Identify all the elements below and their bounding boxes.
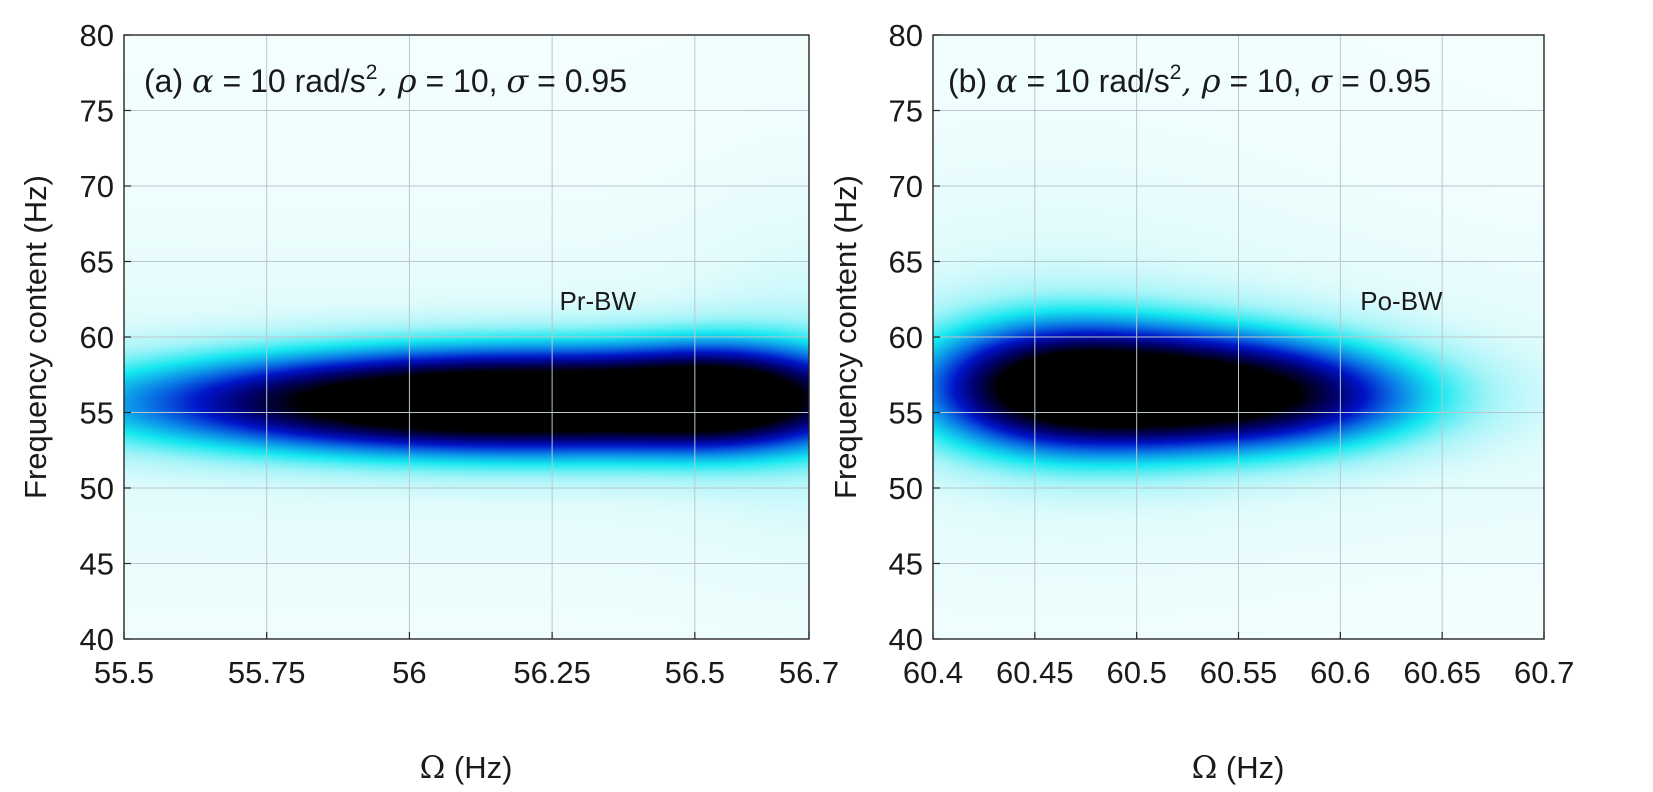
y-tick-label: 75 xyxy=(80,94,114,129)
y-tick-label: 55 xyxy=(80,396,114,431)
y-ticks-a: 40 45 50 55 60 65 70 75 80 xyxy=(80,18,131,657)
x-tick-label: 60.65 xyxy=(1403,655,1481,690)
y-tick-label: 80 xyxy=(889,18,923,53)
panel-title-b: (b) α = 10 rad/s2, ρ = 10, σ = 0.95 xyxy=(948,61,1431,100)
y-tick-label: 60 xyxy=(889,320,923,355)
y-tick-label: 70 xyxy=(889,169,923,204)
x-tick-label: 60.45 xyxy=(996,655,1074,690)
y-tick-label: 50 xyxy=(889,471,923,506)
x-tick-label: 60.6 xyxy=(1310,655,1370,690)
x-tick-label: 56.25 xyxy=(513,655,591,690)
x-tick-label: 60.55 xyxy=(1200,655,1278,690)
y-tick-label: 55 xyxy=(889,396,923,431)
y-tick-label: 65 xyxy=(889,245,923,280)
y-tick-label: 45 xyxy=(889,547,923,582)
y-axis-label-b: Frequency content (Hz) xyxy=(828,175,863,499)
y-tick-label: 60 xyxy=(80,320,114,355)
x-tick-label: 56.5 xyxy=(665,655,725,690)
x-tick-label: 56.7 xyxy=(779,655,839,690)
x-tick-label: 60.7 xyxy=(1514,655,1574,690)
y-ticks-b: 40 45 50 55 60 65 70 75 80 xyxy=(889,18,940,657)
panel-title-a: (a) α = 10 rad/s2, ρ = 10, σ = 0.95 xyxy=(144,61,627,100)
x-tick-label: 55.75 xyxy=(228,655,306,690)
y-tick-label: 50 xyxy=(80,471,114,506)
x-tick-label: 60.4 xyxy=(903,655,963,690)
x-tick-label: 60.5 xyxy=(1106,655,1166,690)
x-axis-label-b: Ω (Hz) xyxy=(1192,750,1285,786)
y-tick-label: 40 xyxy=(889,622,923,657)
y-tick-label: 80 xyxy=(80,18,114,53)
y-tick-label: 40 xyxy=(80,622,114,657)
y-tick-label: 45 xyxy=(80,547,114,582)
x-tick-label: 55.5 xyxy=(94,655,154,690)
grid-a xyxy=(124,35,809,639)
grid-b xyxy=(933,35,1544,639)
y-axis-label-a: Frequency content (Hz) xyxy=(18,175,53,499)
annotation-po-bw: Po-BW xyxy=(1360,286,1443,316)
y-tick-label: 70 xyxy=(80,169,114,204)
x-ticks-b: 60.4 60.45 60.5 60.55 60.6 60.65 60.7 xyxy=(903,632,1574,690)
y-tick-label: 65 xyxy=(80,245,114,280)
annotation-pr-bw: Pr-BW xyxy=(560,286,637,316)
x-tick-label: 56 xyxy=(392,655,426,690)
x-ticks-a: 55.5 55.75 56 56.25 56.5 56.7 xyxy=(94,632,839,690)
y-tick-label: 75 xyxy=(889,94,923,129)
x-axis-label-a: Ω (Hz) xyxy=(420,750,513,786)
